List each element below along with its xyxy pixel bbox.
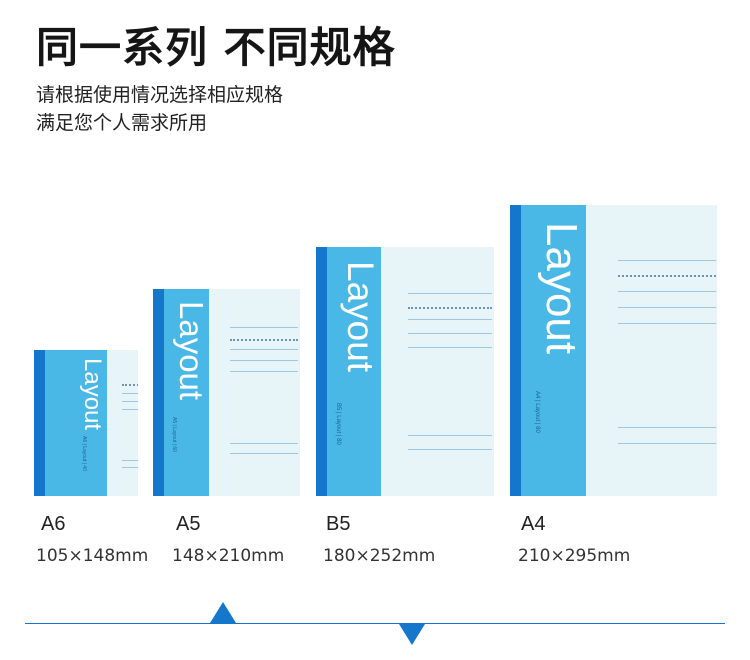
notebook-cover bbox=[521, 205, 586, 496]
notebook-cover bbox=[45, 350, 107, 496]
notebook-meta: A5 | Layout | 60 bbox=[171, 417, 177, 452]
notebook-line bbox=[122, 467, 138, 468]
notebook-line bbox=[122, 409, 138, 410]
subtitle-line-1: 请根据使用情况选择相应规格 bbox=[36, 84, 284, 106]
notebook-cover bbox=[164, 289, 209, 496]
notebook-b5: Layout B5 | Layout | 80 bbox=[316, 247, 494, 496]
notebook-a5: Layout A5 | Layout | 60 bbox=[153, 289, 300, 496]
notebook-line bbox=[618, 307, 716, 308]
notebook-line bbox=[408, 319, 492, 320]
size-dimensions-a5: 148×210mm bbox=[172, 546, 285, 566]
triangle-down-icon bbox=[399, 624, 425, 645]
notebook-line bbox=[408, 333, 492, 334]
notebook-dotted-line bbox=[408, 307, 492, 309]
notebook-line bbox=[122, 393, 138, 394]
notebook-line bbox=[618, 427, 716, 428]
size-dimensions-a6: 105×148mm bbox=[36, 546, 149, 566]
footer-divider bbox=[25, 623, 725, 624]
notebook-a6: Layout A6 | Layout | 40 bbox=[34, 350, 138, 496]
notebook-line bbox=[618, 260, 716, 261]
notebook-spine bbox=[153, 289, 164, 496]
size-label-a6: A6 bbox=[41, 513, 66, 535]
notebook-line bbox=[230, 327, 298, 328]
notebook-line bbox=[230, 453, 298, 454]
notebook-dotted-line bbox=[618, 275, 716, 277]
size-label-a4: A4 bbox=[521, 513, 546, 535]
notebook-brand: Layout bbox=[340, 261, 381, 373]
notebook-brand: Layout bbox=[173, 301, 210, 401]
notebook-line bbox=[408, 347, 492, 348]
notebook-spine bbox=[510, 205, 521, 496]
notebook-line bbox=[408, 435, 492, 436]
notebook-line bbox=[230, 443, 298, 444]
notebook-dotted-line bbox=[230, 339, 298, 341]
notebook-line bbox=[618, 323, 716, 324]
notebook-line bbox=[230, 349, 298, 350]
notebook-brand: Layout bbox=[537, 222, 586, 355]
notebook-meta: A4 | Layout | 80 bbox=[534, 391, 540, 433]
notebook-cover bbox=[327, 247, 381, 496]
notebook-line bbox=[408, 449, 492, 450]
notebook-line bbox=[618, 291, 716, 292]
size-label-a5: A5 bbox=[176, 513, 201, 535]
notebook-line bbox=[122, 460, 138, 461]
notebook-line bbox=[230, 360, 298, 361]
notebook-meta: B5 | Layout | 80 bbox=[335, 403, 341, 445]
triangle-up-icon bbox=[210, 602, 236, 623]
size-label-b5: B5 bbox=[326, 513, 351, 535]
notebook-line bbox=[122, 401, 138, 402]
notebook-line bbox=[408, 293, 492, 294]
subtitle-line-2: 满足您个人需求所用 bbox=[36, 112, 208, 134]
notebook-line bbox=[230, 371, 298, 372]
page-title: 同一系列 不同规格 bbox=[36, 23, 396, 72]
notebook-a4: Layout A4 | Layout | 80 bbox=[510, 205, 717, 496]
notebook-line bbox=[618, 443, 716, 444]
notebook-meta: A6 | Layout | 40 bbox=[81, 436, 87, 471]
notebook-spine bbox=[34, 350, 45, 496]
notebook-dotted-line bbox=[122, 384, 138, 386]
size-dimensions-b5: 180×252mm bbox=[323, 546, 436, 566]
notebook-brand: Layout bbox=[79, 358, 106, 431]
size-dimensions-a4: 210×295mm bbox=[518, 546, 631, 566]
notebook-spine bbox=[316, 247, 327, 496]
